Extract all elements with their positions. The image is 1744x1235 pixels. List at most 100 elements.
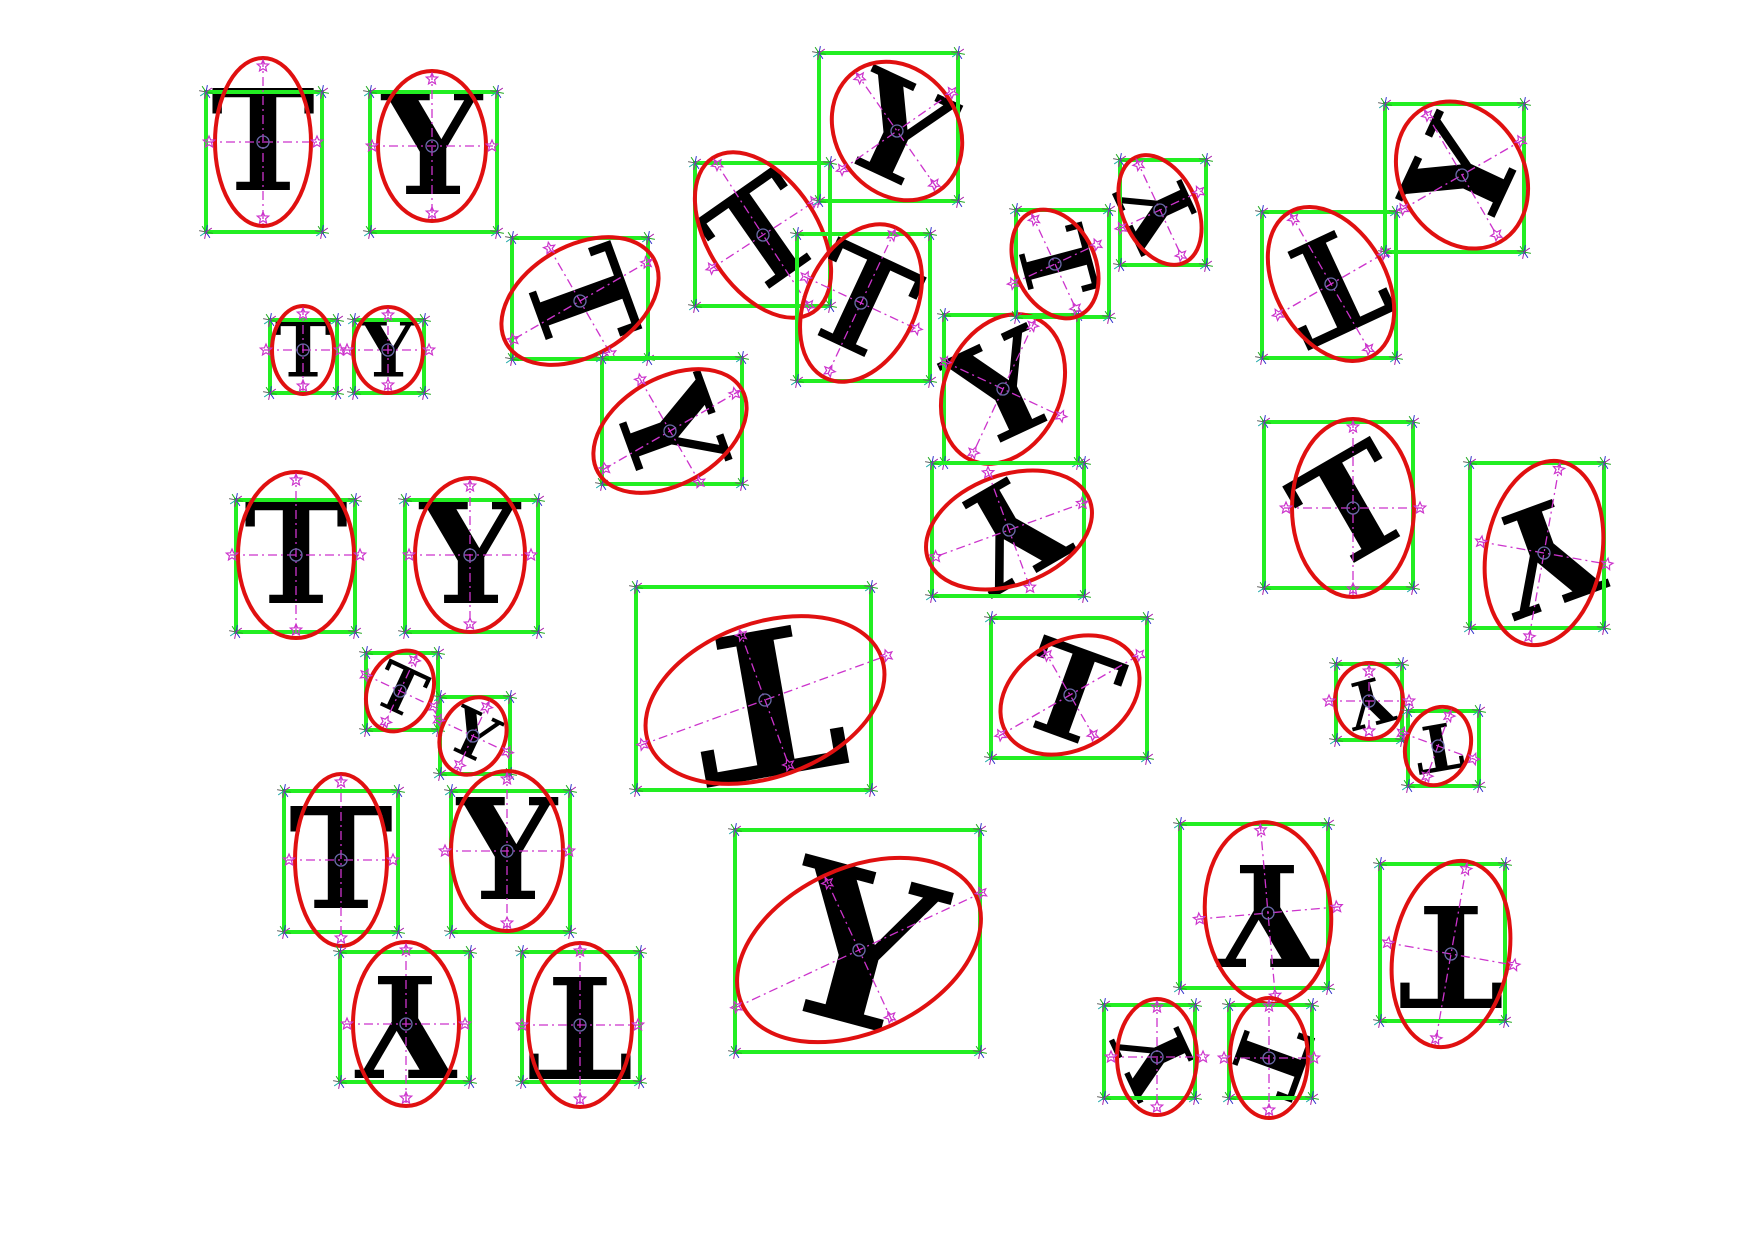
star-icon: [431, 713, 447, 728]
corner-marker-ray: [423, 388, 431, 394]
star-icon: [385, 852, 401, 867]
corner-marker-ray: [812, 199, 820, 202]
corner-marker-ray: [943, 314, 951, 317]
corner-marker-ray: [431, 728, 439, 731]
fitted-ellipse: [692, 150, 834, 320]
detected-object: Y: [333, 940, 477, 1108]
corner-marker-ray: [929, 233, 937, 236]
corner-marker-ray: [825, 299, 831, 307]
star-icon: [1005, 276, 1020, 291]
corner-marker-ray: [635, 586, 643, 589]
corner-marker-ray: [510, 358, 513, 366]
corner-marker-ray: [1323, 817, 1329, 825]
star-icon: [909, 321, 924, 337]
corner-marker-ray: [1523, 245, 1526, 253]
corner-marker-ray: [400, 493, 406, 501]
corner-marker-ray: [396, 931, 399, 939]
corner-marker-ray: [1142, 751, 1148, 759]
corner-marker-ray: [235, 631, 243, 634]
corner-marker-ray: [635, 580, 638, 588]
corner-marker-ray: [1401, 709, 1409, 712]
corner-marker-ray: [741, 483, 749, 486]
corner-marker-ray: [929, 380, 935, 388]
fitted-ellipse-group: [924, 465, 1094, 594]
corner-marker-ray: [1097, 1003, 1105, 1006]
corner-marker-ray: [629, 789, 637, 795]
corner-marker-ray: [1259, 415, 1265, 423]
corner-marker-ray: [1179, 819, 1187, 825]
star-icon: [380, 377, 396, 392]
corner-marker-ray: [1201, 258, 1207, 266]
corner-marker-ray: [333, 1081, 341, 1087]
corner-marker-ray: [1228, 1004, 1236, 1007]
star-icon: [1507, 957, 1522, 972]
star-icon: [457, 1016, 473, 1031]
corner-marker-ray: [1327, 817, 1330, 825]
corner-marker-ray: [531, 499, 539, 505]
fitted-ellipse-group: [1393, 99, 1531, 251]
corner-marker-ray: [505, 237, 513, 243]
corner-marker-ray: [639, 951, 645, 959]
corner-marker-ray: [283, 927, 291, 933]
corner-marker-ray: [1407, 710, 1415, 713]
star-icon: [1412, 500, 1428, 515]
corner-marker-ray: [1498, 1020, 1506, 1026]
star-icon: [401, 547, 417, 562]
corner-marker-ray: [1015, 209, 1021, 217]
corner-marker-ray: [508, 696, 511, 704]
corner-marker-ray: [515, 1081, 523, 1087]
corner-marker-ray: [984, 616, 992, 619]
corner-marker-ray: [1469, 627, 1475, 635]
corner-marker-ray: [446, 784, 452, 792]
corner-marker-ray: [734, 829, 740, 837]
corner-marker-ray: [397, 931, 403, 939]
corner-marker-ray: [1103, 1004, 1111, 1007]
minor-axis: [803, 275, 919, 331]
corner-marker-ray: [1401, 710, 1409, 716]
corner-marker-ray: [1378, 102, 1386, 105]
corner-marker-ray: [1311, 998, 1314, 1006]
corner-marker-ray: [957, 200, 965, 203]
corner-marker-ray: [694, 162, 700, 170]
corner-marker-ray: [870, 580, 873, 588]
corner-marker-ray: [741, 477, 744, 485]
corner-marker-ray: [199, 231, 207, 237]
corner-marker-ray: [365, 225, 371, 233]
corner-marker-ray: [1478, 785, 1486, 788]
corner-marker-ray: [829, 305, 837, 308]
star-icon: [966, 445, 981, 460]
minor-axis: [1478, 540, 1610, 566]
corner-marker-ray: [450, 790, 458, 793]
fitted-ellipse-group: [729, 855, 988, 1045]
corner-marker-ray: [633, 1081, 641, 1087]
detected-object: T: [277, 772, 405, 948]
corner-marker-ray: [1083, 595, 1089, 603]
fitted-ellipse: [1389, 858, 1513, 1050]
corner-marker-ray: [939, 308, 945, 316]
corner-marker-ray: [365, 648, 373, 654]
corner-marker-ray: [688, 162, 696, 168]
corner-marker-ray: [1334, 663, 1337, 671]
fitted-ellipse: [643, 614, 887, 786]
corner-marker-ray: [1498, 863, 1506, 869]
corner-marker-ray: [1395, 662, 1403, 665]
corner-marker-ray: [205, 231, 213, 234]
fitted-ellipse: [829, 59, 965, 203]
corner-marker-ray: [984, 757, 992, 763]
corner-marker-ray: [1119, 264, 1125, 272]
corner-marker-ray: [363, 230, 371, 233]
corner-marker-ray: [986, 611, 992, 619]
corner-marker-ray: [1173, 823, 1181, 829]
star-icon: [927, 178, 942, 192]
corner-marker-ray: [509, 773, 517, 776]
star-icon: [281, 852, 297, 867]
corner-marker-ray: [1597, 626, 1605, 629]
star-icon: [339, 342, 355, 357]
corner-marker-ray: [1227, 1097, 1230, 1105]
corner-marker-ray: [1408, 415, 1414, 423]
corner-marker-ray: [595, 482, 603, 485]
corner-marker-ray: [439, 690, 442, 698]
star-icon: [944, 86, 960, 101]
corner-marker-ray: [1146, 611, 1149, 619]
corner-marker-ray: [1102, 1097, 1105, 1105]
